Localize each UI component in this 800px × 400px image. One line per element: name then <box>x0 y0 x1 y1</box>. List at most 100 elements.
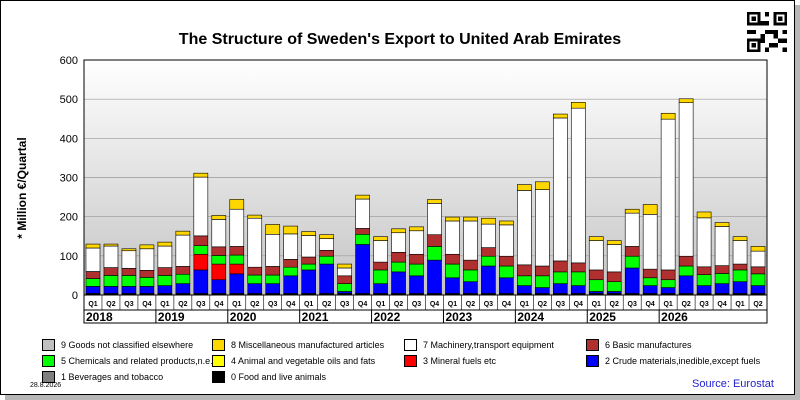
bar-segment <box>247 214 263 219</box>
bar-segment <box>750 250 766 268</box>
bar-segment <box>301 269 316 294</box>
bar-segment <box>229 273 245 294</box>
bar-segment <box>337 283 352 292</box>
bar-segment <box>750 246 766 252</box>
bar-segment <box>391 232 406 253</box>
bar-segment <box>283 233 299 260</box>
bar-segment <box>732 240 748 265</box>
bar-segment <box>265 266 281 276</box>
bar-segment <box>427 199 442 204</box>
bar-segment <box>175 234 191 267</box>
bar-segment <box>535 265 550 277</box>
bar-segment <box>552 283 568 294</box>
bar-segment <box>85 286 101 294</box>
bar-segment <box>85 247 101 272</box>
bar-segment <box>193 176 209 237</box>
x-tick-label: Q3 <box>124 301 133 308</box>
y-tick-label: 0 <box>72 290 78 302</box>
bar-segment <box>391 228 406 234</box>
bar-segment <box>588 269 604 281</box>
bar-segment <box>517 264 532 277</box>
bar-segment <box>319 234 334 239</box>
bar-segment <box>211 279 227 294</box>
bar-segment <box>427 259 442 294</box>
bar-segment <box>606 240 622 245</box>
x-tick-label: Q2 <box>178 301 187 308</box>
bar-segment <box>552 113 568 119</box>
bar-segment <box>337 291 352 294</box>
bar-segment <box>157 267 173 276</box>
bar-segment <box>481 255 496 267</box>
bar-segment <box>283 225 299 235</box>
bar-segment <box>552 117 568 262</box>
bar-segment <box>121 250 137 269</box>
legend-swatch <box>586 355 599 367</box>
bar-segment <box>481 223 496 248</box>
bar-segment <box>193 269 209 294</box>
bar-segment <box>463 281 478 294</box>
bar-segment <box>463 216 478 222</box>
bar-segment <box>624 208 640 214</box>
chart-title: The Structure of Sweden's Export to Unit… <box>178 31 622 48</box>
legend-swatch <box>404 355 417 367</box>
bar-segment <box>139 248 155 271</box>
bar-segment <box>427 234 442 247</box>
bar-segment <box>696 217 712 268</box>
x-tick-label: Q3 <box>340 301 349 308</box>
bar-segment <box>301 263 316 271</box>
bar-segment <box>265 224 281 235</box>
bar-segment <box>373 269 388 284</box>
legend-label: 3 Mineral fuels etc <box>423 356 497 366</box>
bar-segment <box>678 255 694 267</box>
bar-segment <box>678 265 694 277</box>
qr-code-icon <box>747 12 787 52</box>
bar-segment <box>391 261 406 273</box>
bar-segment <box>535 287 550 294</box>
bar-segment <box>552 260 568 273</box>
bar-segment <box>696 274 712 286</box>
x-tick-label: Q4 <box>430 301 439 308</box>
bar-segment <box>517 190 532 266</box>
bar-segment <box>211 246 227 256</box>
x-tick-label: Q4 <box>574 301 583 308</box>
legend-swatch <box>42 339 55 351</box>
x-tick-label: Q2 <box>538 301 547 308</box>
bar-segment <box>499 265 514 279</box>
bar-segment <box>247 274 263 284</box>
x-tick-label: Q2 <box>753 301 762 308</box>
bar-segment <box>355 244 370 294</box>
bar-segment <box>642 268 658 279</box>
bar-segment <box>570 107 586 264</box>
x-tick-label: Q3 <box>412 301 421 308</box>
bar-segment <box>319 250 334 257</box>
bar-segment <box>391 271 406 294</box>
x-tick-label: Q2 <box>681 301 690 308</box>
bar-segment <box>606 271 622 282</box>
x-axis: Q1 Q2 Q3 Q4 Q1 Q2 Q3 Q4 Q1 Q2 Q3 Q4 Q1 Q2 Q3 Q4 Q1 Q2 Q3 Q4… <box>83 294 768 324</box>
bar-segment <box>714 273 730 284</box>
bar-segment <box>570 285 586 294</box>
bar-segment <box>319 263 334 294</box>
legend-label: 0 Food and live animals <box>231 372 327 382</box>
x-tick-label: Q1 <box>663 301 672 308</box>
y-axis-ticks: 0 100 200 300 400 500 600 <box>60 55 78 302</box>
x-tick-label: Q1 <box>160 301 169 308</box>
bar-segment <box>588 236 604 241</box>
bar-segment <box>624 255 640 269</box>
x-tick-label: Q4 <box>717 301 726 308</box>
x-tick-label: Q4 <box>645 301 654 308</box>
x-tick-label: Q1 <box>448 301 457 308</box>
bar-segment <box>157 285 173 294</box>
bar-segment <box>319 238 334 251</box>
legend-item: 3 Mineral fuels etc <box>404 355 496 367</box>
bar-segment <box>409 226 424 232</box>
legend-item: 7 Machinery,transport equipment <box>404 339 554 351</box>
bar-segment <box>445 220 460 255</box>
bar-segment <box>193 245 209 255</box>
x-tick-label: Q2 <box>610 301 619 308</box>
bar-segment <box>229 263 245 275</box>
legend-label: 6 Basic manufactures <box>605 340 692 350</box>
x-tick-label: Q2 <box>466 301 475 308</box>
bar-segment <box>229 208 245 247</box>
bar-segment <box>499 277 514 294</box>
